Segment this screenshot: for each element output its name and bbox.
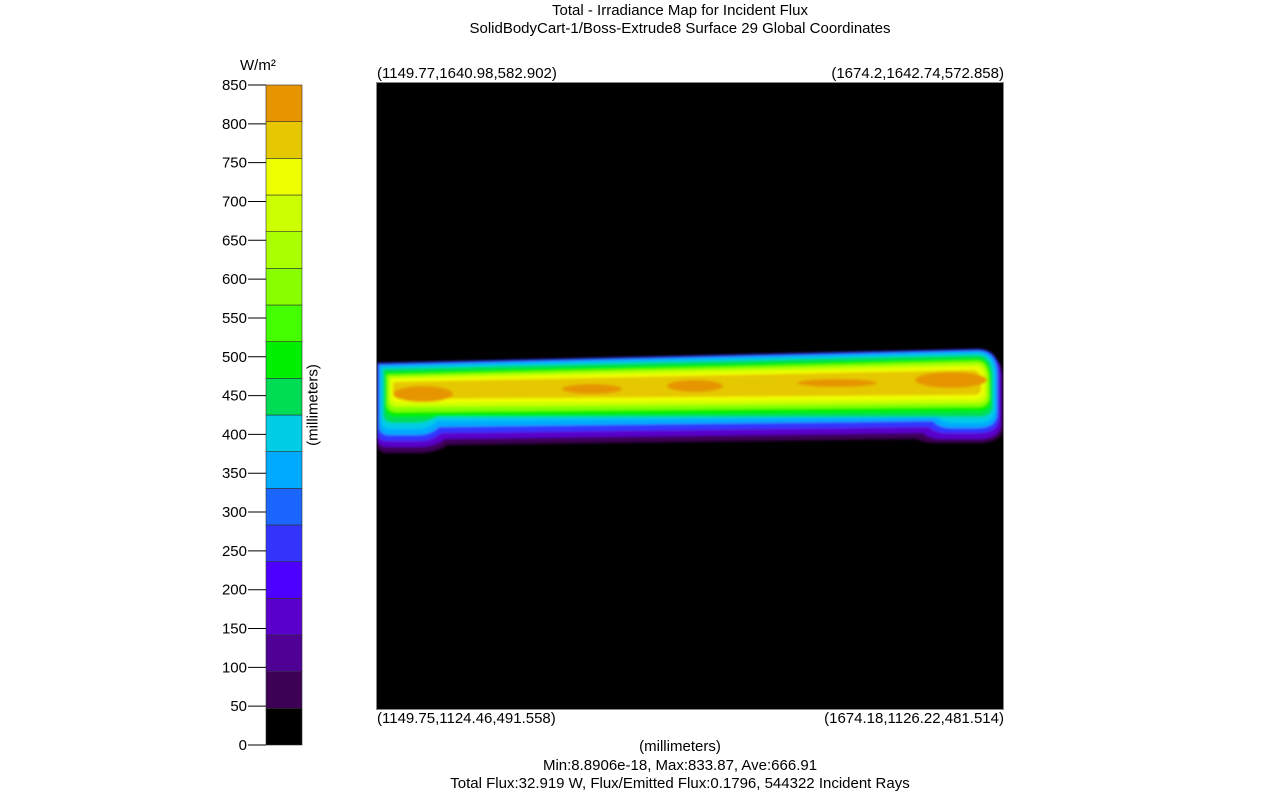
colorbar-tick-label: 650 [222, 232, 247, 249]
colorbar-segment [265, 158, 303, 196]
colorbar-tick-label: 850 [222, 78, 247, 94]
colorbar-segment [265, 708, 303, 746]
hotspot [393, 386, 453, 402]
corner-label-top-left: (1149.77,1640.98,582.902) [377, 65, 557, 82]
hotspot [667, 380, 723, 392]
colorbar-tick-label: 750 [222, 155, 247, 172]
colorbar-tick-label: 150 [222, 621, 247, 638]
stats-total-flux: Total Flux:32.919 W, Flux/Emitted Flux:0… [450, 775, 910, 792]
colorbar-segment [265, 84, 303, 122]
colorbar-tick-label: 550 [222, 310, 247, 327]
stats-min-max-ave: Min:8.8906e-18, Max:833.87, Ave:666.91 [542, 757, 818, 774]
colorbar-tick-label: 500 [222, 349, 247, 366]
corner-label-top-right: (1674.2,1642.74,572.858) [831, 65, 1004, 82]
colorbar-tick-label: 0 [239, 737, 247, 753]
colorbar-segment [265, 598, 303, 636]
colorbar: 0 50 100 150 200 250 300 350 400 450 500 550 600 650 7… [222, 78, 303, 753]
colorbar-segment [265, 378, 303, 416]
colorbar-tick-label: 50 [230, 698, 247, 715]
colorbar-unit-label: W/m² [240, 57, 276, 74]
colorbar-segment [265, 341, 303, 379]
colorbar-segment [265, 231, 303, 269]
colorbar-tick-label: 800 [222, 116, 247, 133]
colorbar-segment [265, 634, 303, 672]
colorbar-segment [265, 304, 303, 342]
colorbar-tick-label: 600 [222, 271, 247, 288]
hotspot [562, 384, 622, 394]
colorbar-tick-label: 100 [222, 659, 247, 676]
corner-label-bottom-left: (1149.75,1124.46,491.558) [377, 710, 556, 727]
irradiance-map-plot [377, 349, 1003, 453]
y-axis-label: (millimeters) [304, 364, 322, 446]
colorbar-segment [265, 488, 303, 526]
hotspot [797, 379, 877, 387]
corner-label-bottom-right: (1674.18,1126.22,481.514) [824, 710, 1004, 727]
chart-subtitle: SolidBodyCart-1/Boss-Extrude8 Surface 29… [469, 20, 891, 37]
colorbar-segment [265, 451, 303, 489]
hotspots [393, 372, 987, 402]
colorbar-tick-label: 200 [222, 582, 247, 599]
colorbar-segment [265, 561, 303, 599]
irradiance-map [376, 82, 1004, 710]
colorbar-tick-label: 250 [222, 543, 247, 560]
colorbar-segment [265, 414, 303, 452]
colorbar-segment [265, 671, 303, 709]
chart-title: Total - Irradiance Map for Incident Flux [552, 2, 808, 19]
colorbar-tick-label: 400 [222, 426, 247, 443]
colorbar-tick-label: 350 [222, 465, 247, 482]
flux-band [377, 349, 1003, 453]
colorbar-tick-label: 300 [222, 504, 247, 521]
colorbar-segment [265, 268, 303, 306]
hotspot [915, 372, 987, 388]
x-axis-label: (millimeters) [639, 738, 721, 755]
colorbar-tick-label: 700 [222, 193, 247, 210]
colorbar-segment [265, 524, 303, 562]
colorbar-segment [265, 194, 303, 232]
colorbar-segment [265, 121, 303, 159]
colorbar-tick-label: 450 [222, 388, 247, 405]
